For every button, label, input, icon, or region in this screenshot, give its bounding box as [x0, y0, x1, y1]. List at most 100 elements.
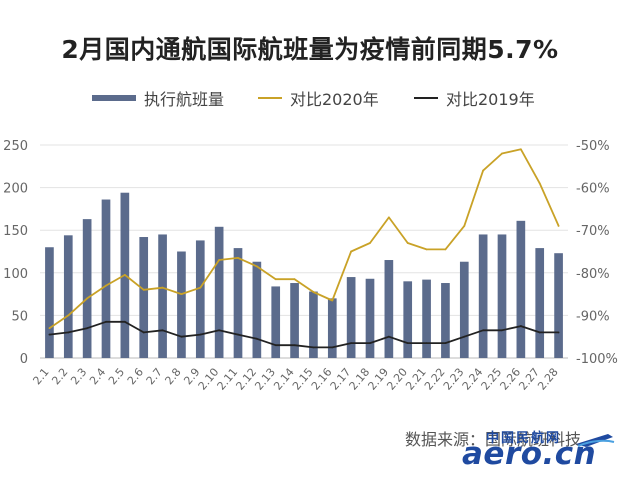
bar	[384, 260, 394, 358]
legend-item-2020: 对比2020年	[258, 86, 379, 110]
x-tick-label: 2.23	[441, 366, 467, 393]
y-right-tick-label: -90%	[576, 309, 610, 324]
bar	[365, 278, 375, 358]
x-tick-label: 2.14	[271, 366, 297, 393]
x-tick-label: 2.3	[68, 366, 89, 388]
y-right-tick-label: -80%	[576, 267, 610, 282]
point-2019	[255, 337, 258, 340]
point-2020	[218, 259, 221, 261]
point-2019	[312, 346, 315, 349]
point-2019	[482, 329, 485, 332]
point-2020	[199, 286, 202, 289]
x-tick-label: 2.11	[215, 366, 241, 393]
point-2020	[237, 256, 239, 259]
point-2019	[123, 320, 126, 323]
bar	[459, 261, 469, 358]
legend-swatch-2020	[258, 97, 282, 99]
legend-swatch-2019	[414, 97, 438, 99]
x-tick-label: 2.26	[497, 366, 523, 393]
point-2020	[557, 225, 560, 227]
point-2020	[444, 248, 447, 251]
bar	[516, 220, 526, 358]
legend: 执行航班量 对比2020年 对比2019年	[0, 86, 620, 110]
point-2019	[105, 320, 107, 323]
bar	[554, 253, 563, 358]
bar	[290, 283, 299, 358]
point-2019	[350, 342, 353, 344]
point-2019	[387, 335, 390, 338]
point-2020	[180, 293, 183, 295]
x-tick-label: 2.12	[233, 366, 259, 393]
point-2020	[406, 242, 409, 244]
point-2019	[237, 333, 239, 336]
bar	[327, 298, 337, 358]
legend-label-2019: 对比2019年	[446, 90, 535, 109]
point-2020	[48, 327, 51, 330]
x-tick-label: 2.6	[125, 366, 146, 388]
x-tick-label: 2.5	[106, 366, 127, 388]
point-2019	[519, 325, 522, 327]
bar	[139, 237, 149, 358]
x-tick-label: 2.24	[460, 366, 486, 393]
legend-swatch-flights	[92, 95, 136, 101]
y-right-tick-label: -100%	[576, 352, 618, 367]
point-2019	[538, 331, 541, 334]
point-2020	[105, 284, 107, 287]
x-tick-label: 2.4	[87, 366, 108, 388]
bar	[441, 283, 450, 358]
x-tick-label: 2.17	[328, 366, 354, 393]
bar	[478, 234, 488, 358]
x-tick-label: 2.7	[144, 366, 165, 388]
point-2019	[463, 335, 466, 338]
point-2020	[123, 274, 126, 276]
bar	[195, 240, 205, 358]
legend-item-2019: 对比2019年	[414, 86, 535, 110]
point-2019	[218, 329, 221, 332]
y-left-tick-label: 50	[11, 309, 28, 324]
bar	[422, 279, 431, 358]
x-tick-label: 2.13	[252, 366, 278, 393]
legend-item-flights: 执行航班量	[92, 86, 224, 110]
y-left-tick-label: 100	[3, 267, 28, 282]
bar	[214, 226, 224, 358]
line-series-2020	[48, 148, 560, 329]
point-2019	[557, 331, 560, 334]
legend-label-2020: 对比2020年	[290, 90, 379, 109]
x-tick-label: 2.1	[31, 366, 52, 388]
x-tick-label: 2.10	[196, 366, 222, 393]
y-left-tick-label: 250	[3, 139, 28, 154]
x-tick-label: 2.8	[163, 366, 184, 388]
logo-name: 中国民航网	[486, 431, 562, 446]
x-tick-label: 2.18	[347, 366, 373, 393]
x-tick-label: 2.28	[535, 366, 561, 393]
x-tick-label: 2.19	[365, 366, 391, 393]
line-series-2019	[49, 320, 559, 349]
point-2019	[199, 333, 202, 336]
point-2020	[538, 182, 541, 185]
point-2020	[331, 299, 334, 302]
point-2019	[501, 329, 503, 332]
bar	[177, 251, 186, 358]
logo-wordmark: aero.cn	[462, 436, 597, 472]
point-2020	[142, 288, 145, 291]
point-2019	[293, 344, 296, 347]
bar	[497, 234, 507, 358]
point-2020	[369, 242, 371, 244]
point-2020	[350, 250, 353, 253]
chart-title: 2月国内通航国际航班量为疫情前同期5.7%	[61, 35, 559, 64]
point-2019	[67, 331, 70, 334]
x-tick-label: 2.27	[516, 366, 542, 393]
point-2019	[425, 342, 428, 344]
point-2020	[501, 152, 503, 155]
point-2020	[463, 225, 466, 227]
point-2020	[293, 278, 296, 281]
point-2020	[161, 286, 164, 289]
bar	[233, 248, 243, 358]
point-2019	[48, 333, 51, 336]
point-2020	[255, 265, 258, 268]
bar	[346, 277, 356, 358]
bar	[271, 286, 281, 358]
x-tick-label: 2.22	[422, 366, 448, 393]
x-tick-label: 2.20	[384, 366, 410, 393]
